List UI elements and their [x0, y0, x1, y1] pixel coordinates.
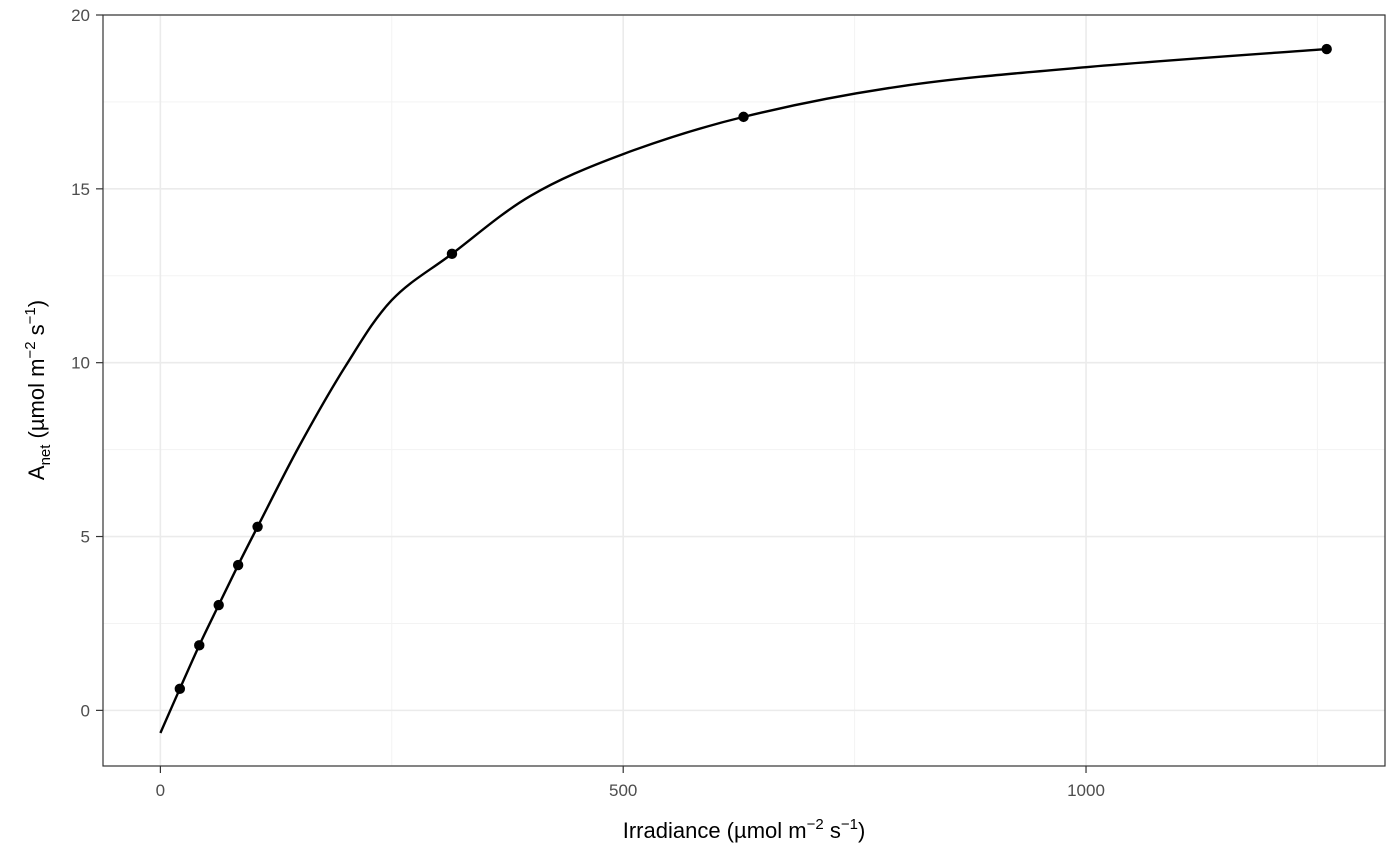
- data-point: [213, 599, 224, 611]
- plot-panel-border: [102, 14, 1386, 767]
- x-tick-label: 0: [156, 781, 165, 800]
- minor-gridlines: [103, 15, 1385, 766]
- y-tick-label: 0: [81, 701, 90, 720]
- x-axis-ticks: 0 500 1000: [156, 766, 1105, 800]
- x-tick-label: 500: [609, 781, 637, 800]
- y-axis-title: Anet (µmol m−2 s−1): [22, 300, 54, 480]
- data-point: [1321, 43, 1332, 55]
- x-axis-title: Irradiance (µmol m−2 s−1): [623, 816, 866, 843]
- plot-panel-background: [103, 15, 1385, 766]
- data-point: [446, 248, 458, 260]
- data-point: [232, 559, 244, 571]
- data-points: [174, 43, 1332, 695]
- y-tick-label: 20: [71, 6, 90, 25]
- x-tick-label: 1000: [1067, 781, 1105, 800]
- data-point: [174, 683, 186, 695]
- y-tick-label: 10: [71, 354, 90, 373]
- y-axis-ticks: 0 5 10 15 20: [71, 6, 103, 720]
- y-tick-label: 15: [71, 180, 90, 199]
- y-tick-label: 5: [81, 528, 90, 547]
- data-point: [194, 640, 205, 651]
- data-point: [738, 111, 749, 123]
- data-point: [252, 521, 263, 532]
